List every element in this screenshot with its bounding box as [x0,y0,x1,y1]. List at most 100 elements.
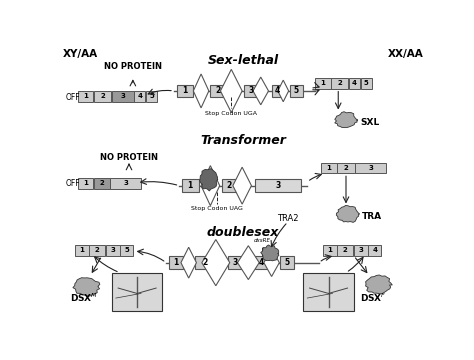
Polygon shape [220,69,242,112]
Bar [78,91,93,102]
Bar [112,273,162,311]
Bar [349,78,360,89]
Polygon shape [278,80,289,102]
Polygon shape [73,278,100,296]
Bar [210,85,226,97]
Text: 2: 2 [343,247,347,253]
Text: 1: 1 [83,180,88,186]
Text: 5: 5 [124,247,129,253]
Bar [244,85,259,97]
Polygon shape [264,249,279,276]
Text: 5: 5 [149,93,154,99]
Text: 3: 3 [120,93,125,99]
Text: Transformer: Transformer [200,134,286,147]
Polygon shape [261,245,279,261]
Text: TRA2: TRA2 [277,214,299,223]
Bar [354,245,368,256]
Text: SXL: SXL [360,118,379,127]
Text: OFF: OFF [65,93,80,102]
Bar [195,256,215,269]
Bar [78,178,93,189]
Bar [255,256,268,269]
Text: OFF: OFF [65,179,80,188]
Bar [323,245,337,256]
Text: NO PROTEIN: NO PROTEIN [104,62,162,71]
Bar [110,178,141,189]
Polygon shape [233,167,251,204]
Text: 1: 1 [327,247,332,253]
Polygon shape [181,247,196,278]
Text: TRA: TRA [362,212,382,221]
Text: Stop Codon UAG: Stop Codon UAG [191,206,243,211]
Text: 2: 2 [100,93,105,99]
Text: 2: 2 [227,181,232,190]
Polygon shape [335,112,358,127]
Text: 2: 2 [202,258,208,267]
Polygon shape [201,166,219,206]
Text: 4: 4 [372,247,377,253]
Polygon shape [365,275,392,294]
Text: 4: 4 [275,86,281,95]
Text: 4: 4 [352,80,357,86]
Text: 1: 1 [327,165,331,171]
Polygon shape [253,77,268,105]
Bar [321,163,337,173]
Bar [120,245,133,256]
Polygon shape [202,239,230,286]
Bar [182,180,199,192]
Bar [368,245,381,256]
Text: Sex-lethal: Sex-lethal [207,54,279,67]
Bar [75,245,89,256]
Bar [177,85,192,97]
Text: 3: 3 [275,181,281,190]
Polygon shape [200,168,218,191]
Text: 4: 4 [259,258,264,267]
Text: 3: 3 [123,180,128,186]
Bar [228,256,242,269]
Text: XY/AA: XY/AA [63,49,98,59]
Bar [280,256,294,269]
Bar [94,91,111,102]
Bar [169,256,183,269]
Text: 3: 3 [110,247,115,253]
Bar [255,180,301,192]
Text: 3: 3 [358,247,363,253]
Bar [90,245,105,256]
Bar [222,180,236,192]
Bar [146,91,157,102]
Bar [94,178,109,189]
Text: 1: 1 [79,247,84,253]
Text: DSX$^M$: DSX$^M$ [70,291,99,303]
Bar [272,85,284,97]
Bar [112,91,134,102]
Text: Stop Codon UGA: Stop Codon UGA [205,111,257,116]
Text: 1: 1 [188,181,193,190]
Bar [337,163,355,173]
Text: 5: 5 [294,86,299,95]
Text: 2: 2 [95,247,100,253]
Text: 2: 2 [100,180,104,186]
Polygon shape [336,205,360,222]
Bar [135,91,145,102]
Bar [337,245,353,256]
Text: 2: 2 [216,86,221,95]
Bar [106,245,120,256]
Bar [315,78,330,89]
Text: 2: 2 [337,80,342,86]
Bar [290,85,302,97]
Text: 1: 1 [173,258,179,267]
Text: 3: 3 [233,258,238,267]
Bar [303,273,354,311]
Bar [356,163,386,173]
Text: 1: 1 [182,86,187,95]
Text: NO PROTEIN: NO PROTEIN [100,153,158,162]
Polygon shape [193,74,209,108]
Text: DSX$^F$: DSX$^F$ [360,291,387,303]
Bar [361,78,372,89]
Text: 5: 5 [364,80,368,86]
Text: 3: 3 [368,165,373,171]
Text: 5: 5 [284,258,290,267]
Text: 3: 3 [249,86,254,95]
Text: doublesex: doublesex [207,226,279,239]
Text: 1: 1 [320,80,325,86]
